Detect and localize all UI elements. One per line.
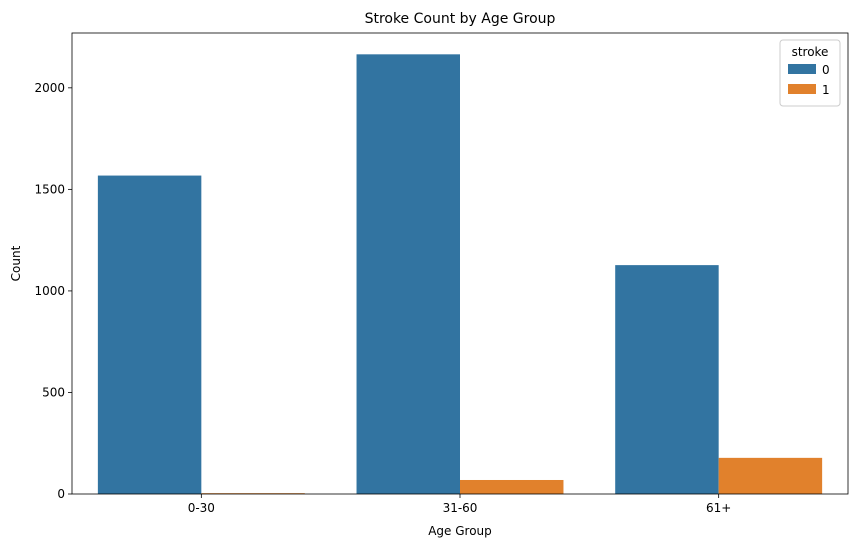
y-tick-label: 500 [42,385,65,399]
y-tick-label: 2000 [34,81,65,95]
legend: stroke 0 1 [779,39,841,107]
y-tick-label: 0 [57,487,65,501]
x-tick-label: 31-60 [443,501,478,515]
y-axis: 0 500 1000 1500 2000 [34,81,72,501]
legend-label-0: 0 [822,63,830,77]
x-tick-label: 0-30 [188,501,215,515]
legend-swatch-1 [788,84,816,94]
x-axis: 0-30 31-60 61+ [188,494,731,515]
chart-title: Stroke Count by Age Group [365,11,556,27]
bar-31-60-stroke-1 [460,479,564,494]
plot-frame [71,32,849,495]
y-tick-label: 1000 [34,284,65,298]
y-tick-label: 1500 [34,182,65,196]
bar-0-30-stroke-0 [97,175,202,494]
x-tick-label: 61+ [706,501,731,515]
y-axis-label: Count [9,245,23,281]
legend-title: stroke [792,45,829,59]
bar-0-30-stroke-1 [201,493,305,494]
bar-61+-stroke-0 [615,265,719,494]
legend-swatch-0 [788,64,816,74]
bar-61+-stroke-1 [718,457,823,494]
legend-label-1: 1 [822,83,830,97]
x-axis-label: Age Group [428,524,492,538]
bars-group [97,54,823,494]
bar-31-60-stroke-0 [356,54,460,494]
